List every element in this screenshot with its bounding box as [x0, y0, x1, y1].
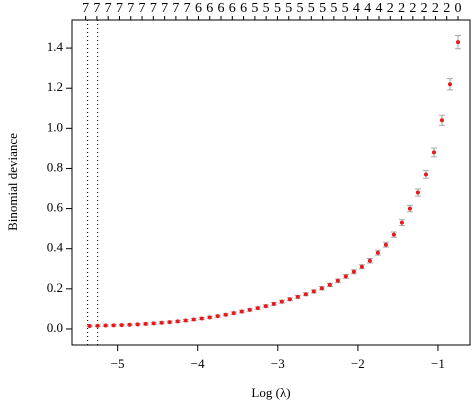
point	[391, 232, 396, 237]
point	[415, 190, 420, 195]
top-label: 2	[432, 1, 439, 16]
point	[127, 322, 132, 327]
point	[231, 311, 236, 316]
point	[95, 323, 100, 328]
point	[431, 150, 436, 155]
point	[359, 264, 364, 269]
top-label: 7	[161, 1, 168, 16]
top-label: 7	[105, 1, 112, 16]
top-label: 4	[353, 1, 360, 16]
point	[151, 321, 156, 326]
point	[327, 282, 332, 287]
y-tick-label: 0.2	[47, 280, 63, 295]
top-label: 7	[139, 1, 146, 16]
point	[119, 323, 124, 328]
y-tick-label: 0.4	[47, 240, 64, 255]
top-label: 6	[206, 1, 213, 16]
point	[191, 317, 196, 322]
point	[335, 278, 340, 283]
top-label: 5	[251, 1, 258, 16]
x-tick-label: −1	[431, 356, 445, 371]
point	[271, 301, 276, 306]
top-label: 5	[285, 1, 292, 16]
x-tick-label: −4	[191, 356, 205, 371]
top-label: 4	[376, 1, 383, 16]
x-tick-label: −3	[271, 356, 285, 371]
top-label: 2	[409, 1, 416, 16]
top-label: 7	[93, 1, 100, 16]
point	[423, 172, 428, 177]
top-label: 7	[82, 1, 89, 16]
point	[351, 269, 356, 274]
point	[239, 309, 244, 314]
point	[311, 289, 316, 294]
point	[175, 319, 180, 324]
y-tick-label: 1.4	[47, 39, 64, 54]
point	[447, 82, 452, 87]
top-label: 5	[319, 1, 326, 16]
point	[87, 323, 92, 328]
top-label: 5	[263, 1, 270, 16]
top-label: 6	[240, 1, 247, 16]
point	[143, 321, 148, 326]
top-label: 0	[454, 1, 461, 16]
point	[159, 320, 164, 325]
point	[439, 118, 444, 123]
top-label: 6	[229, 1, 236, 16]
y-tick-label: 0.6	[47, 200, 64, 215]
top-label: 5	[342, 1, 349, 16]
top-label: 5	[330, 1, 337, 16]
top-label: 5	[297, 1, 304, 16]
top-label: 2	[421, 1, 428, 16]
point	[319, 286, 324, 291]
top-label: 2	[387, 1, 394, 16]
top-label: 7	[184, 1, 191, 16]
top-label: 6	[195, 1, 202, 16]
x-axis-label: Log (λ)	[251, 385, 290, 400]
y-tick-label: 1.0	[47, 119, 63, 134]
point	[383, 242, 388, 247]
top-label: 7	[150, 1, 157, 16]
point	[303, 292, 308, 297]
x-tick-label: −2	[351, 356, 365, 371]
top-label: 5	[274, 1, 281, 16]
point	[343, 274, 348, 279]
point	[279, 299, 284, 304]
point	[455, 40, 460, 45]
point	[103, 323, 108, 328]
point	[407, 206, 412, 211]
point	[167, 320, 172, 325]
point	[399, 220, 404, 225]
point	[375, 250, 380, 255]
point	[223, 312, 228, 317]
top-label: 2	[443, 1, 450, 16]
top-label: 2	[398, 1, 405, 16]
point	[367, 258, 372, 263]
x-tick-label: −5	[111, 356, 125, 371]
point	[135, 322, 140, 327]
y-tick-label: 0.0	[47, 320, 63, 335]
top-label: 7	[127, 1, 134, 16]
top-label: 7	[172, 1, 179, 16]
point	[255, 306, 260, 311]
y-tick-label: 0.8	[47, 159, 63, 174]
point	[263, 304, 268, 309]
y-tick-label: 1.2	[47, 79, 63, 94]
point	[183, 318, 188, 323]
point	[247, 307, 252, 312]
top-label: 4	[364, 1, 371, 16]
point	[207, 315, 212, 320]
top-label: 5	[308, 1, 315, 16]
point	[287, 297, 292, 302]
plot-frame	[71, 19, 471, 346]
point	[199, 316, 204, 321]
point	[111, 323, 116, 328]
top-label: 6	[218, 1, 225, 16]
point	[295, 294, 300, 299]
y-axis-label: Binomial deviance	[5, 133, 20, 231]
point	[215, 314, 220, 319]
top-label: 7	[116, 1, 123, 16]
